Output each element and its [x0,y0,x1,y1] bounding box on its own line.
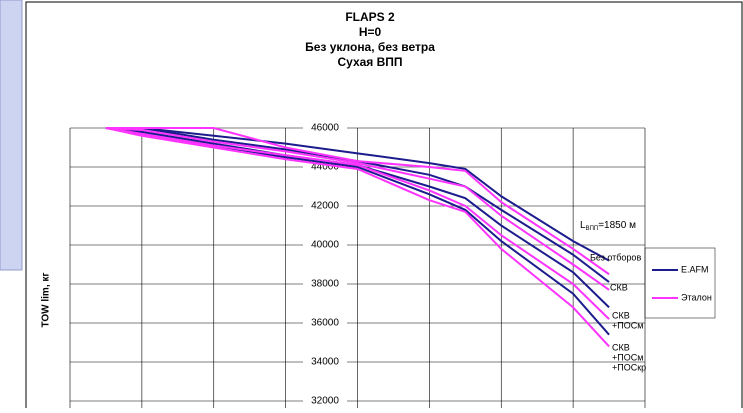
series-line [105,127,610,262]
tick-label-bg [303,395,347,407]
legend-label: E.AFM [681,264,709,274]
chart-title: Сухая ВПП [337,55,402,69]
chart-title: FLAPS 2 [345,10,395,24]
runway-label-part: ВПП [586,226,599,232]
annotation: +ПОСм [612,320,643,330]
side-panel [0,0,23,271]
chart-title: Без уклона, без ветра [305,40,435,54]
runway-label-part: L [580,220,586,231]
legend-label: Эталон [681,292,712,302]
tick-label-bg [303,278,347,290]
series-line [105,127,610,348]
series-line [105,127,610,309]
annotation: +ПОСм [612,352,643,362]
tick-label-bg [303,122,347,134]
y-tick-label: 46000 [311,123,339,134]
annotation: СКВ [612,342,630,352]
annotation: СКВ [612,310,630,320]
legend [644,247,716,319]
y-tick-label: 42000 [311,201,339,212]
annotation: СКВ [610,282,628,292]
y-tick-label: 44000 [311,162,339,173]
series-line [105,127,610,276]
annotation: Без отборов [590,252,641,262]
series-line [105,127,610,283]
series-line [105,127,610,291]
chart-title: H=0 [359,25,382,39]
annotation: +ПОСкр [612,362,646,372]
y-axis-label: TOW lim, кг [41,272,52,327]
y-tick-label: 38000 [311,279,339,290]
y-tick-label: 32000 [311,396,339,407]
chart-frame [25,1,743,413]
runway-label: LВПП=1850 м [580,220,636,232]
runway-label-part: =1850 м [598,220,636,231]
y-tick-label: 34000 [311,357,339,368]
tick-label-bg [303,239,347,251]
tick-label-bg [303,356,347,368]
series-line [105,127,610,320]
tick-label-bg [303,317,347,329]
y-tick-label: 36000 [311,318,339,329]
tick-label-bg [303,200,347,212]
y-tick-label: 40000 [311,240,339,251]
